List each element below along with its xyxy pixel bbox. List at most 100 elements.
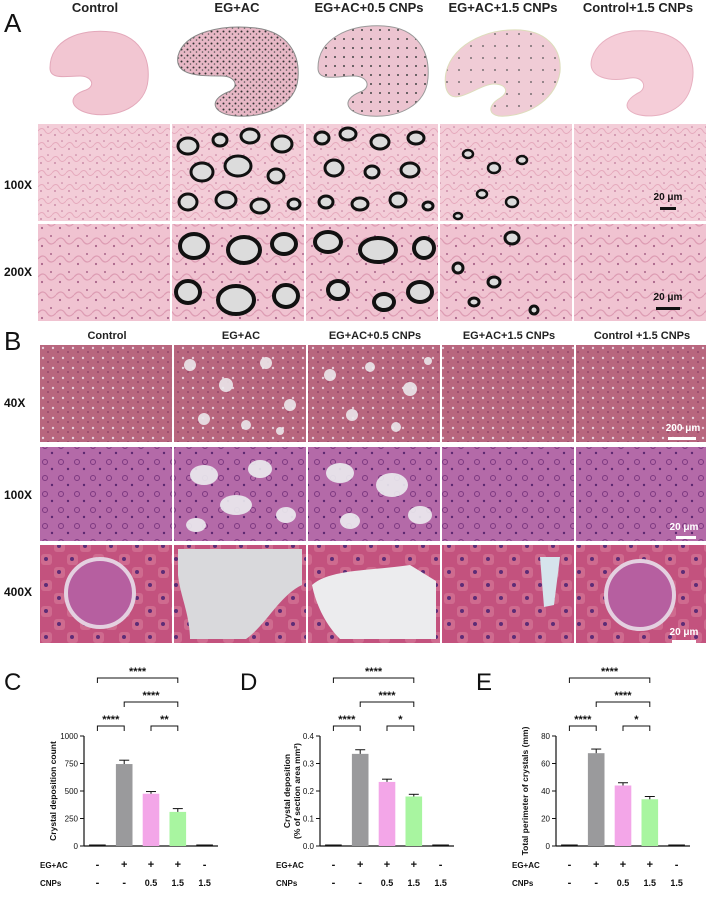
y-tick-label: 0.2 (303, 787, 315, 796)
condition-value: - (568, 877, 572, 889)
condition-value: 0.5 (145, 878, 158, 888)
significance-label: **** (614, 690, 632, 702)
bar (405, 796, 423, 846)
significance-label: **** (601, 666, 619, 678)
y-tick-label: 40 (541, 787, 550, 796)
condition-value: + (620, 859, 626, 871)
condition-value: + (121, 859, 127, 871)
significance-label: **** (129, 666, 147, 678)
condition-label: CNPs (40, 879, 62, 888)
condition-value: + (357, 859, 363, 871)
significance-bracket (332, 725, 361, 731)
b-scale-bar-400x (672, 640, 696, 643)
bar (641, 799, 659, 846)
bar (169, 811, 187, 846)
condition-label: EG+AC (512, 861, 540, 870)
y-axis-label: Total perimeter of crystals (mm) (520, 726, 530, 855)
a-100x-egac-15 (440, 124, 572, 221)
y-tick-label: 20 (541, 815, 550, 824)
significance-bracket (96, 725, 125, 731)
b-100x-control (40, 447, 172, 541)
condition-value: 1.5 (172, 878, 185, 888)
condition-label: EG+AC (276, 861, 304, 870)
significance-bracket (386, 725, 415, 731)
condition-value: - (675, 859, 679, 871)
condition-value: - (332, 877, 336, 889)
b-40x-control-15 (576, 345, 706, 442)
condition-value: 1.5 (408, 878, 421, 888)
condition-value: + (647, 859, 653, 871)
significance-bracket (568, 677, 651, 683)
crystal-cavity-egac15-400x (540, 557, 560, 607)
glomerulus-control-15 (604, 559, 676, 631)
a-scale-bar-100x (660, 207, 676, 210)
condition-value: - (358, 877, 362, 889)
bar (89, 844, 106, 846)
significance-label: **** (574, 714, 592, 726)
b-40x-cavities-egac (184, 357, 296, 435)
b-100x-control-15 (576, 447, 706, 541)
b-scale-label-100x: 20 μm (669, 522, 699, 533)
condition-value: - (568, 859, 572, 871)
y-tick-label: 750 (65, 760, 79, 769)
condition-value: - (439, 859, 443, 871)
condition-value: - (203, 859, 207, 871)
condition-value: 1.5 (644, 878, 657, 888)
y-tick-label: 500 (65, 787, 79, 796)
significance-label: **** (142, 690, 160, 702)
kidney-egac-05 (317, 25, 429, 117)
b-header-egac-05: EG+AC+0.5 CNPs (328, 330, 422, 342)
a-header-egac: EG+AC (214, 0, 260, 15)
kidney-control-15 (590, 30, 694, 117)
b-header-egac-15: EG+AC+1.5 CNPs (462, 330, 556, 342)
significance-label: **** (378, 690, 396, 702)
crystal-deposits-a-egac15-200x (451, 230, 540, 316)
condition-value: - (96, 877, 100, 889)
y-tick-label: 0.1 (303, 815, 315, 824)
significance-label: **** (102, 714, 120, 726)
significance-bracket (332, 677, 415, 683)
condition-value: 0.5 (381, 878, 394, 888)
a-header-egac-15: EG+AC+1.5 CNPs (448, 0, 558, 15)
bar (378, 781, 396, 846)
y-tick-label: 250 (65, 815, 79, 824)
significance-bracket (622, 725, 651, 731)
b-header-control-15: Control +1.5 CNPs (593, 330, 691, 342)
panel-b-micrographs (40, 345, 706, 643)
condition-label: CNPs (276, 879, 298, 888)
condition-value: - (122, 877, 126, 889)
condition-value: + (175, 859, 181, 871)
a-100x-control-15 (574, 124, 706, 221)
significance-bracket (123, 701, 179, 707)
significance-label: * (634, 714, 639, 726)
kidney-egac (177, 26, 299, 117)
a-200x-control-15 (574, 224, 706, 321)
significance-bracket (150, 725, 179, 731)
kidney-egac-15 (444, 29, 561, 117)
b-row-label-100x: 100X (4, 488, 33, 502)
crystal-deposits-a-egac-100x (176, 127, 302, 215)
b-100x-egac-05 (308, 447, 440, 541)
y-tick-label: 1000 (60, 732, 78, 741)
b-scale-bar-100x (676, 536, 696, 539)
crystal-cavity-egac-400x (178, 549, 302, 639)
b-40x-egac-05 (308, 345, 440, 442)
a-row-label-100x: 100X (4, 178, 33, 192)
significance-bracket (568, 725, 597, 731)
panel-letter-D: D (240, 669, 257, 696)
significance-bracket (359, 701, 415, 707)
b-row-label-40x: 40X (4, 396, 26, 410)
b-header-egac: EG+AC (221, 330, 261, 342)
significance-bracket (96, 677, 179, 683)
significance-bracket (595, 701, 651, 707)
y-axis-label-2: (% of section area mm²) (292, 743, 302, 839)
condition-value: 0.5 (617, 878, 630, 888)
panel-letter-C: C (4, 669, 21, 696)
significance-label: ** (160, 714, 169, 726)
y-tick-label: 0 (74, 842, 79, 851)
a-header-control: Control (71, 0, 119, 15)
a-header-egac-05: EG+AC+0.5 CNPs (314, 0, 424, 15)
condition-value: + (593, 859, 599, 871)
condition-value: + (411, 859, 417, 871)
